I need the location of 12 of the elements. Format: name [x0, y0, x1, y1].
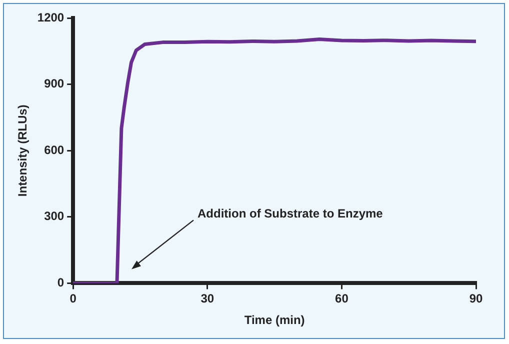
- y-tick-label: 300: [44, 209, 64, 224]
- y-axis-title: Intensity (RLUs): [16, 104, 30, 197]
- x-tick-label: 90: [469, 292, 483, 306]
- y-tick-label: 0: [57, 276, 64, 290]
- x-tick-label: 60: [335, 292, 349, 306]
- y-tick-label: 1200: [37, 10, 64, 24]
- x-tick-label: 30: [200, 292, 214, 306]
- annotation: Addition of Substrate to Enzyme: [198, 206, 384, 221]
- y-tick-label: 600: [44, 142, 64, 157]
- x-tick-label: 0: [70, 292, 77, 306]
- x-axis-title: Time (min): [244, 313, 305, 328]
- y-tick-label: 900: [44, 76, 64, 91]
